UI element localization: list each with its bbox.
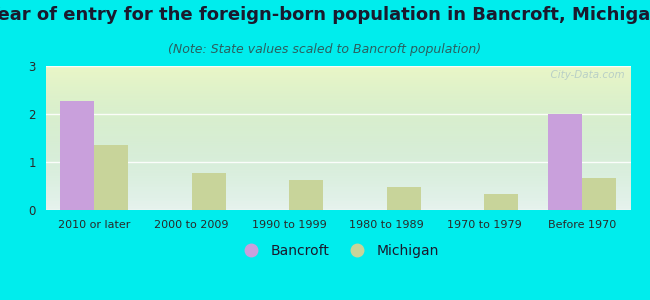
Text: (Note: State values scaled to Bancroft population): (Note: State values scaled to Bancroft p…	[168, 44, 482, 56]
Text: Year of entry for the foreign-born population in Bancroft, Michigan: Year of entry for the foreign-born popul…	[0, 6, 650, 24]
Bar	[94, 145, 129, 210]
Bar	[289, 180, 324, 210]
Bar	[547, 114, 582, 210]
Legend: Bancroft, Michigan: Bancroft, Michigan	[231, 238, 445, 263]
Text: City-Data.com: City-Data.com	[544, 70, 625, 80]
Bar	[484, 194, 519, 210]
Bar	[192, 172, 226, 210]
Bar	[582, 178, 616, 210]
Bar	[387, 188, 421, 210]
Bar	[60, 101, 94, 210]
